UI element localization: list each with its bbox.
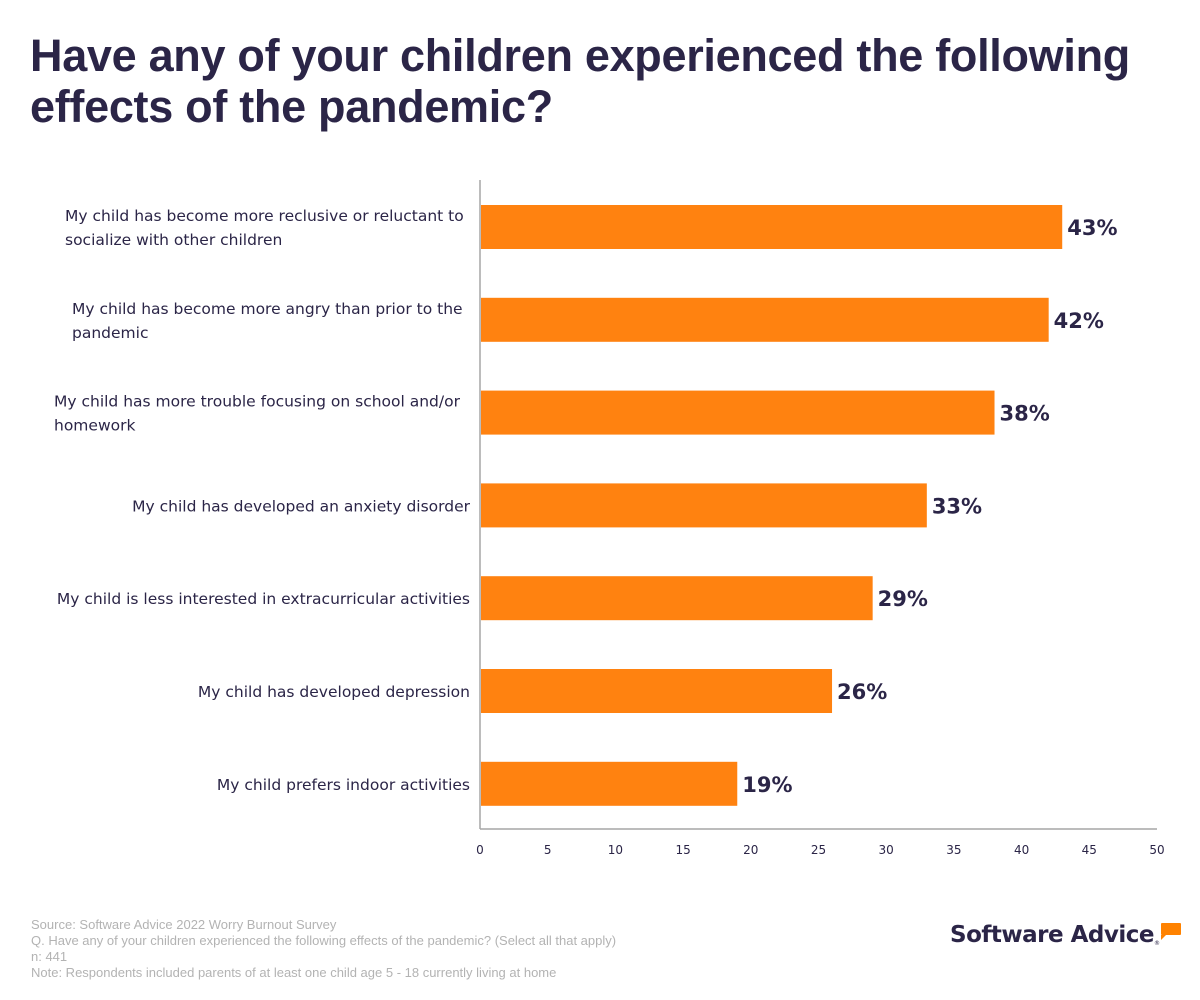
speech-bubble-icon bbox=[1160, 923, 1181, 940]
data-label: 19% bbox=[742, 773, 792, 797]
category-label: My child prefers indoor activities bbox=[217, 776, 470, 794]
data-label: 29% bbox=[878, 587, 928, 611]
registered-mark: ® bbox=[1153, 940, 1160, 947]
x-tick-label: 20 bbox=[743, 843, 758, 857]
category-label: My child has become more angry than prio… bbox=[72, 300, 463, 342]
category-label-line: pandemic bbox=[72, 324, 148, 342]
bar bbox=[481, 205, 1063, 249]
category-label: My child has developed depression bbox=[198, 683, 470, 701]
bar bbox=[481, 390, 995, 435]
bar bbox=[481, 483, 927, 528]
category-label-line: homework bbox=[54, 417, 135, 435]
bar bbox=[481, 576, 873, 621]
footer-notes: Source: Software Advice 2022 Worry Burno… bbox=[31, 917, 616, 981]
data-label: 33% bbox=[932, 494, 982, 518]
category-label: My child is less interested in extracurr… bbox=[57, 590, 470, 608]
bar bbox=[481, 761, 738, 806]
x-tick-label: 15 bbox=[675, 843, 690, 857]
x-tick-label: 50 bbox=[1149, 843, 1164, 857]
x-tick-label: 40 bbox=[1014, 843, 1029, 857]
x-tick-label: 45 bbox=[1082, 843, 1097, 857]
category-label: My child has developed an anxiety disord… bbox=[132, 497, 470, 515]
chart-title: Have any of your children experienced th… bbox=[30, 30, 1130, 132]
category-label: My child has more trouble focusing on sc… bbox=[54, 393, 461, 435]
category-label-line: My child has become more angry than prio… bbox=[72, 300, 463, 318]
data-label: 43% bbox=[1067, 216, 1117, 240]
data-label: 26% bbox=[837, 680, 887, 704]
x-tick-label: 35 bbox=[946, 843, 961, 857]
data-label: 42% bbox=[1054, 309, 1104, 333]
software-advice-logo: Software Advice ® bbox=[950, 922, 1181, 948]
x-tick-label: 5 bbox=[544, 843, 552, 857]
bar-chart: 0 5 10 15 20 25 30 35 40 45 50 43% My child has beco… bbox=[54, 180, 1165, 857]
bar bbox=[481, 297, 1049, 342]
logo-text: Software Advice bbox=[950, 922, 1154, 948]
x-tick-label: 0 bbox=[476, 843, 484, 857]
footer-note: Note: Respondents included parents of at… bbox=[31, 965, 557, 980]
x-tick-label: 10 bbox=[608, 843, 623, 857]
category-label: My child has become more reclusive or re… bbox=[65, 207, 464, 249]
category-label-line: My child has become more reclusive or re… bbox=[65, 207, 464, 225]
category-label-line: socialize with other children bbox=[65, 231, 282, 249]
x-tick-label: 30 bbox=[879, 843, 894, 857]
bar bbox=[481, 669, 833, 713]
x-tick-label: 25 bbox=[811, 843, 826, 857]
footer-source: Source: Software Advice 2022 Worry Burno… bbox=[31, 917, 337, 932]
footer-question: Q. Have any of your children experienced… bbox=[31, 933, 617, 948]
footer-sample-size: n: 441 bbox=[31, 949, 68, 964]
data-label: 38% bbox=[1000, 402, 1050, 426]
category-label-line: My child has more trouble focusing on sc… bbox=[54, 393, 461, 411]
